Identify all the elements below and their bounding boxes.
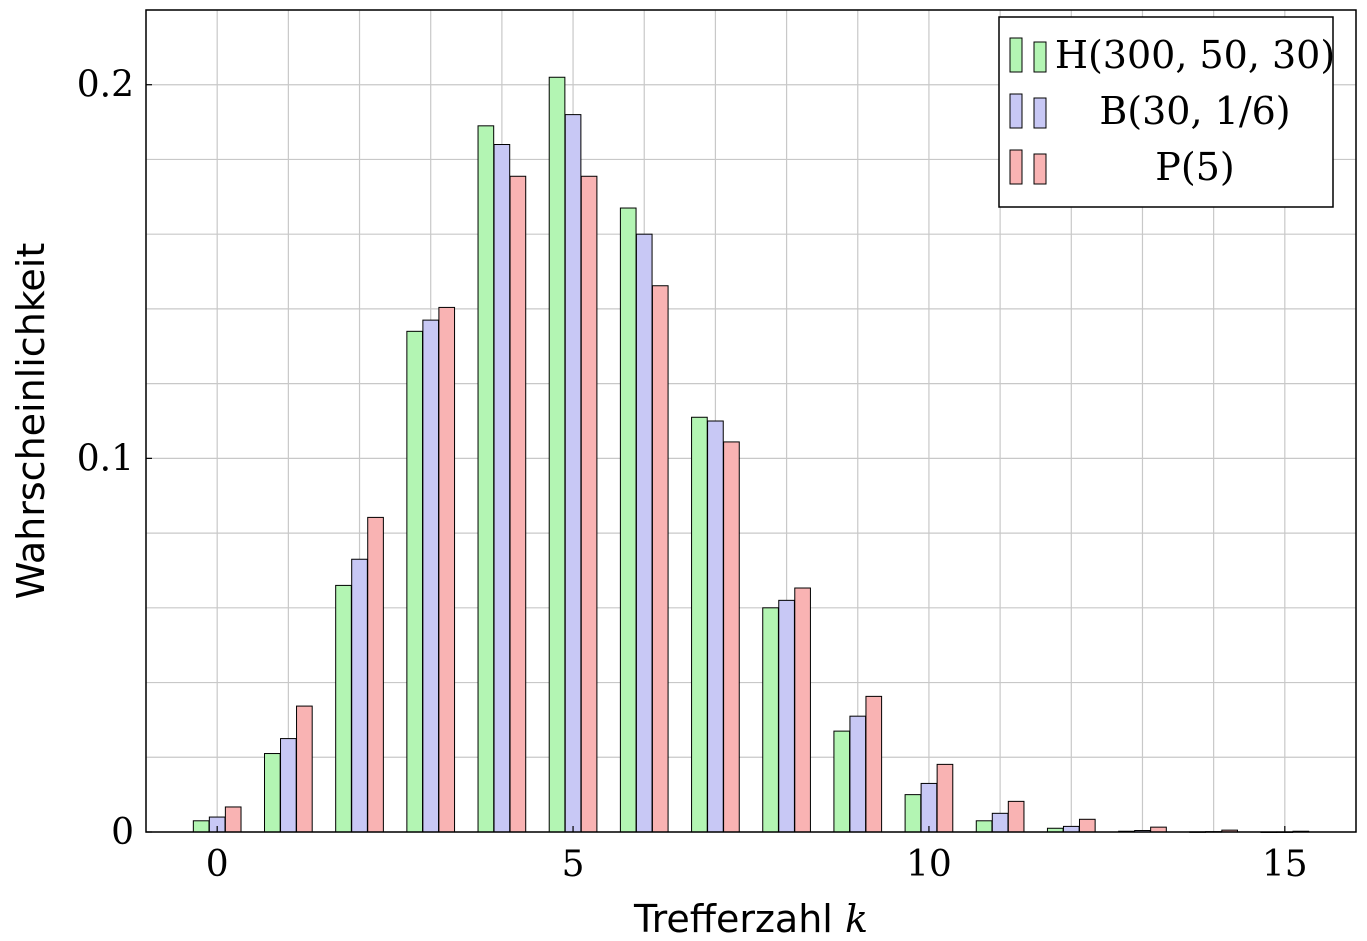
bars [192,76,1310,833]
bar [865,695,883,833]
bar [762,607,779,833]
bar [991,812,1009,833]
bar [691,416,708,833]
legend-label: H(300, 50, 30) [1055,33,1335,77]
legend-swatch [1009,149,1023,185]
legend: H(300, 50, 30) B(30, 1/6) P(5) [998,16,1335,208]
bar [296,705,313,833]
bar [477,125,495,833]
bar [1062,825,1080,833]
bar [264,753,281,833]
bar [422,319,440,833]
bar [224,806,242,833]
bar [936,763,954,833]
bar [635,233,653,833]
bar [849,715,867,833]
bar [548,76,566,833]
bar [335,584,352,833]
bar [351,558,368,833]
bar [493,144,511,833]
x-axis-title-space [833,897,845,941]
bar [619,207,637,833]
y-tick-label: 0.1 [77,438,134,479]
x-tick-label: 10 [906,844,952,885]
plot-frame [145,9,1357,833]
legend-swatch [1009,93,1023,129]
bar [920,782,938,833]
legend-label: B(30, 1/6) [1099,89,1290,133]
bar [707,420,724,833]
bar [651,285,669,833]
bar [833,730,851,833]
x-axis-title-text: Trefferzahl [633,897,833,941]
bar [438,306,456,833]
bar [509,175,527,833]
x-axis-title: Trefferzahl k [633,897,868,941]
bar [975,820,993,833]
bar [1007,800,1025,833]
legend-swatch [1009,37,1023,73]
y-tick-label: 0 [111,812,134,853]
bar [778,599,795,833]
bar [367,516,384,833]
legend-label: P(5) [1155,145,1234,189]
bar [794,587,811,833]
bar [192,820,210,833]
bar [723,441,740,833]
x-tick-label: 0 [206,844,229,885]
bar [1078,818,1096,833]
ticks: 0 5 10 15 0 0.1 0.2 [77,65,1308,885]
x-tick-label: 15 [1262,844,1308,885]
y-axis-title: Wahrscheinlichkeit [9,243,53,600]
x-tick-label: 5 [562,844,585,885]
bar [564,114,582,833]
legend-swatch [1033,41,1047,73]
legend-swatch [1033,97,1047,129]
legend-swatch [1033,153,1047,185]
y-tick-label: 0.2 [77,65,134,106]
legend-box [998,16,1334,208]
bar [406,330,424,833]
bar [904,794,922,833]
bar [580,175,598,833]
x-axis-title-variable: k [845,897,868,941]
bar [280,738,297,833]
